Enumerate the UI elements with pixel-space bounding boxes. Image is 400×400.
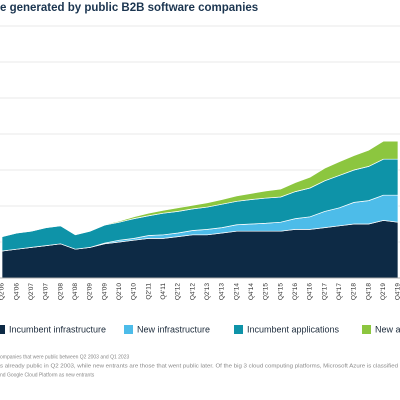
x-tick-label: Q2'12 — [175, 283, 182, 301]
x-tick-label: Q4'10 — [131, 283, 138, 301]
legend-swatch — [124, 325, 133, 334]
x-tick-label: Q4'17 — [336, 283, 343, 301]
x-tick-label: Q2'19 — [380, 283, 387, 301]
legend-label: New infrastructure — [137, 324, 210, 334]
x-tick-label: Q4'08 — [72, 283, 79, 301]
x-tick-label: Q2'11 — [145, 283, 152, 300]
x-tick-label: Q2'06 — [0, 283, 6, 301]
legend-swatch — [0, 325, 5, 334]
x-tick-label: Q2'13 — [204, 283, 211, 301]
x-tick-label: Q4'13 — [219, 283, 226, 301]
x-tick-label: Q2'16 — [292, 283, 299, 301]
x-tick-label: Q4'15 — [277, 283, 284, 301]
x-tick-label: Q2'08 — [57, 283, 64, 301]
x-tick-label: Q4'14 — [248, 283, 255, 301]
chart-title: e generated by public B2B software compa… — [0, 2, 258, 14]
x-tick-label: Q2'14 — [233, 283, 240, 301]
footnote: ompanies that were public between Q2 200… — [0, 354, 129, 360]
x-tick-label: Q4'16 — [307, 283, 314, 301]
legend-label: Incumbent infrastructure — [9, 324, 106, 334]
legend-swatch — [362, 325, 371, 334]
footnote: nd Google Cloud Platform as new entrants — [0, 372, 95, 378]
x-tick-label: Q2'17 — [321, 283, 328, 301]
footnote: s already public in Q2 2003, while new e… — [0, 363, 398, 369]
x-tick-label: Q2'10 — [116, 283, 123, 301]
x-tick-label: Q2'09 — [87, 283, 94, 301]
legend-swatch — [234, 325, 243, 334]
x-tick-label: Q2'07 — [28, 283, 35, 301]
x-tick-label: Q4'09 — [101, 283, 108, 301]
x-tick-label: Q4'18 — [365, 283, 372, 301]
area — [1, 140, 399, 237]
legend-label: Incumbent applications — [247, 324, 340, 334]
x-tick-label: Q2'18 — [351, 283, 358, 301]
x-tick-label: Q4'06 — [13, 283, 20, 301]
x-tick-label: Q4'12 — [189, 283, 196, 301]
x-tick-label: Q4'11 — [160, 283, 167, 300]
legend-label: New a — [375, 324, 400, 334]
x-tick-label: Q4'07 — [43, 283, 50, 301]
x-tick-label: Q2'15 — [263, 283, 270, 301]
x-tick-label: Q4'19 — [395, 283, 400, 301]
